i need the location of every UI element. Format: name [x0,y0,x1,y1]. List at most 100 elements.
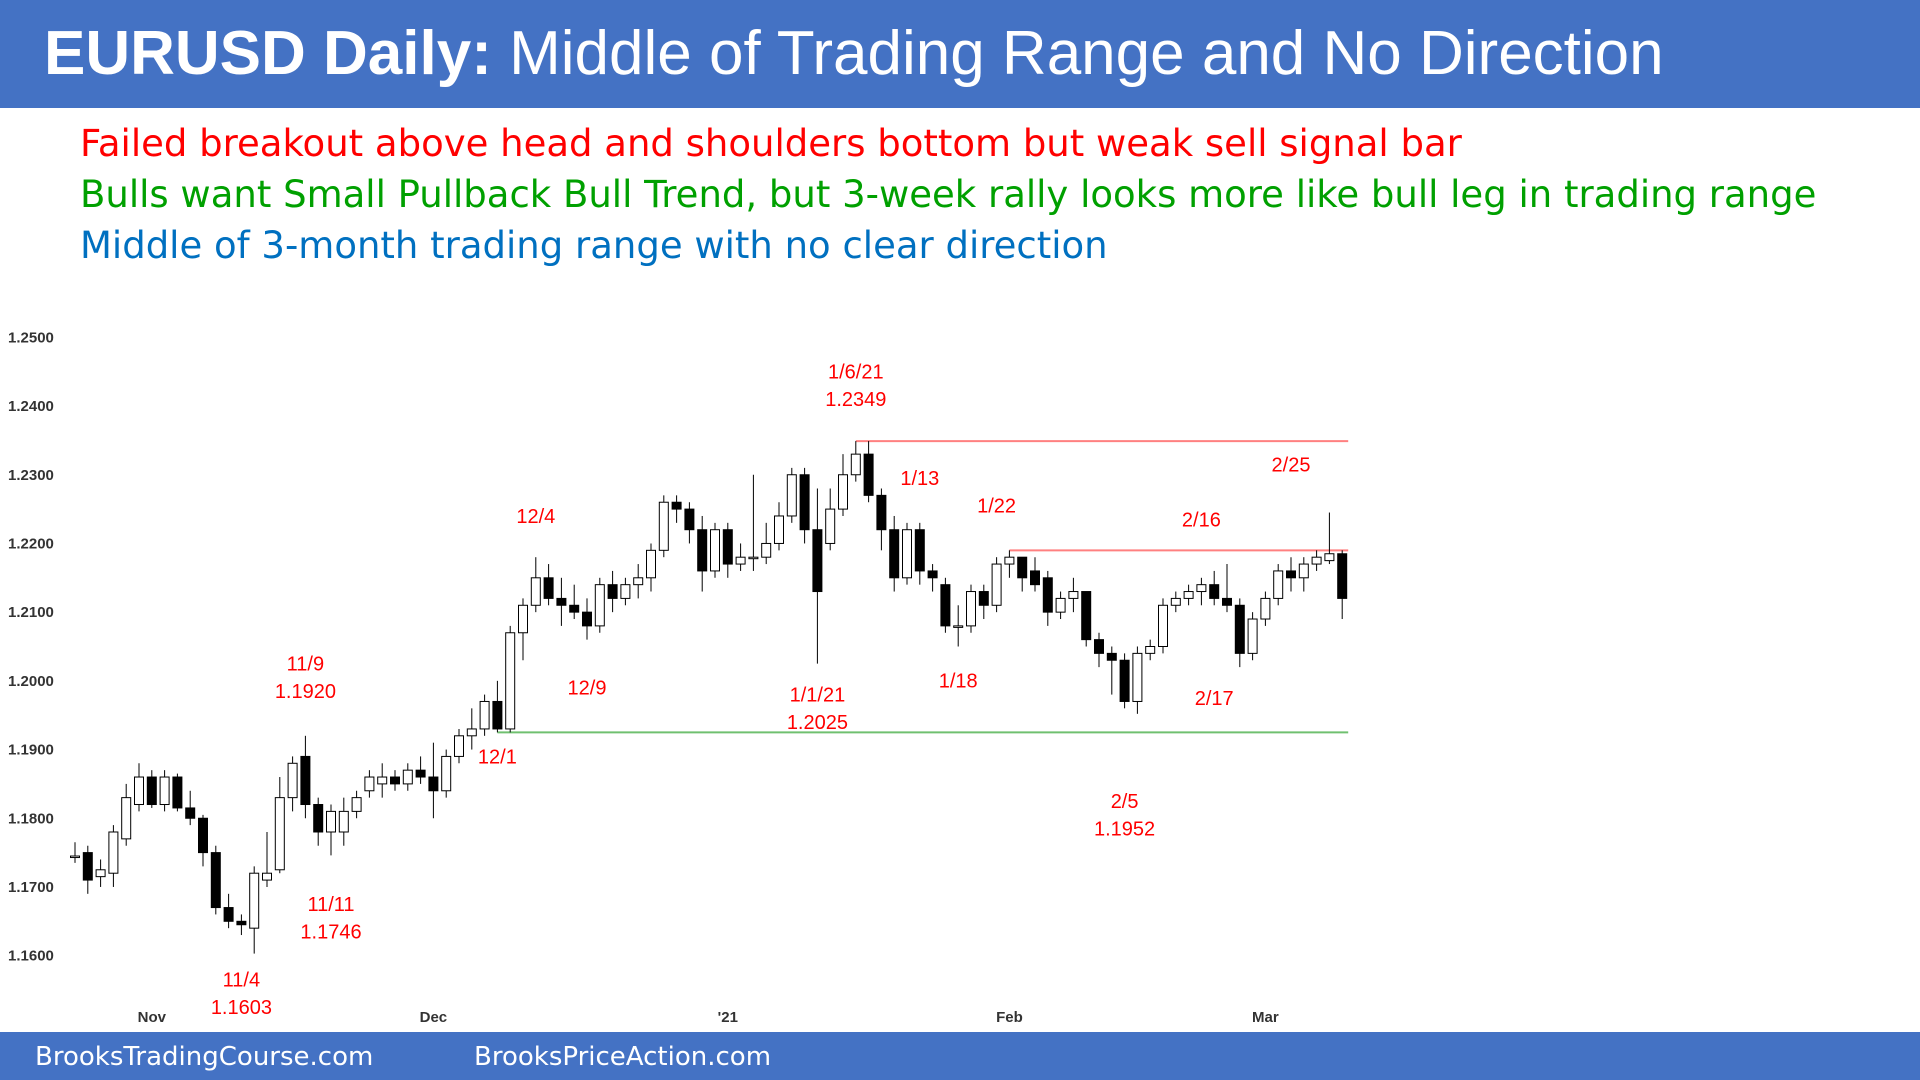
bull-candle [1247,618,1258,654]
annotation-label: 1.1603 [211,997,272,1019]
bull-candle [364,776,375,792]
bull-candle [1132,652,1143,702]
bull-candle [95,869,106,878]
bear-candle [210,852,221,909]
bull-candle [1068,591,1079,599]
bear-candle [569,604,580,613]
annotation-label: 2/16 [1182,509,1221,531]
bear-candle [1106,652,1117,661]
bull-candle [1273,570,1284,599]
bull-candle [710,529,720,572]
x-tick-label: Feb [996,1009,1023,1026]
y-tick-label: 1.2100 [8,604,54,621]
y-tick-label: 1.1900 [8,742,54,759]
bear-candle [607,584,618,599]
annotation-label: 11/4 [223,970,260,992]
footer-site-right[interactable]: BrooksPriceAction.com [474,1042,772,1072]
bear-candle [313,804,324,833]
annotation-label: 1/6/21 [828,362,884,384]
bear-candle [684,508,695,531]
bear-candle [1030,570,1040,586]
footer-site-left[interactable]: BrooksTradingCourse.com [35,1042,374,1072]
bull-candle [134,776,144,806]
page-title: EURUSD Daily: Middle of Trading Range an… [44,18,1664,89]
y-tick-label: 1.2500 [8,329,54,346]
y-tick-label: 1.1700 [8,879,54,896]
bull-candle [1004,556,1015,565]
bear-candle [978,591,989,606]
bull-candle [402,769,413,785]
bull-candle [274,797,285,871]
annotation-label: 2/17 [1195,688,1234,710]
y-tick-label: 1.2000 [8,673,54,690]
bull-candle [108,831,119,874]
annotation-label: 2/5 [1111,791,1139,813]
bear-candle [543,577,554,599]
bullet-bull-note: Bulls want Small Pullback Bull Trend, bu… [80,173,1817,216]
bull-candle [646,549,656,579]
bear-candle [198,817,208,854]
bear-candle [889,529,900,579]
bull-candle [633,577,644,586]
bear-candle [1286,570,1296,579]
bear-candle [1119,659,1130,702]
bull-candle [620,584,631,599]
bull-candle [338,810,349,833]
bear-candle [1094,639,1104,654]
bear-candle [582,611,592,627]
annotation-label: 1.2349 [825,389,886,411]
bull-candle [774,515,784,544]
y-tick-label: 1.2400 [8,398,54,415]
candlestick-chart: 1.1600 1.1700 1.1800 1.1900 1.2000 1.2100 1.22… [8,329,1349,1026]
y-tick-label: 1.2300 [8,467,54,484]
bear-candle [236,920,247,926]
bear-candle [1234,604,1245,654]
bull-candle [786,474,797,517]
annotation-label: 11/11 [307,894,354,916]
bull-candle [121,797,132,840]
bear-candle [914,529,925,572]
bull-candle [479,700,490,730]
annotation-label: 11/9 [287,654,324,676]
y-tick-label: 1.1800 [8,810,54,827]
bear-candle [1337,553,1348,599]
bear-candle [172,776,183,809]
bull-candle [594,584,605,627]
annotation-label: 1/22 [977,496,1016,518]
bear-candle [185,807,196,819]
bear-candle [863,453,874,496]
annotation-label: 1.1746 [300,921,361,943]
bull-candle [658,501,669,551]
bull-candle [966,591,976,627]
annotation-label: 12/4 [516,506,555,528]
bear-candle [722,529,733,565]
bear-candle [1017,556,1028,579]
bear-candle [1081,591,1092,641]
bull-candle [991,563,1002,606]
annotation-label: 1/13 [900,468,939,490]
bull-candle [1055,597,1066,613]
bear-candle [1222,597,1232,606]
bull-candle [1196,584,1207,593]
bear-candle [146,776,157,806]
x-tick-label: Mar [1252,1009,1279,1026]
bull-candle [159,776,170,806]
x-tick-label: Nov [138,1009,167,1026]
annotation-label: 1.2025 [787,712,848,734]
bull-candle [454,735,464,757]
bull-candle [1311,556,1322,565]
bear-candle [428,776,439,792]
bull-candle [70,855,80,859]
bull-candle [351,797,362,812]
bull-candle [735,556,746,565]
bear-candle [927,570,938,579]
footer-bar: BrooksTradingCourse.com BrooksPriceActio… [0,1032,1920,1080]
annotation-label: 12/9 [568,678,607,700]
bear-candle [556,597,567,606]
bear-candle [492,700,503,730]
y-tick-label: 1.1600 [8,948,54,965]
bull-candle [287,762,298,799]
bull-candle [505,632,516,730]
x-tick-label: '21 [718,1009,738,1026]
annotation-label: 1/18 [939,671,978,693]
